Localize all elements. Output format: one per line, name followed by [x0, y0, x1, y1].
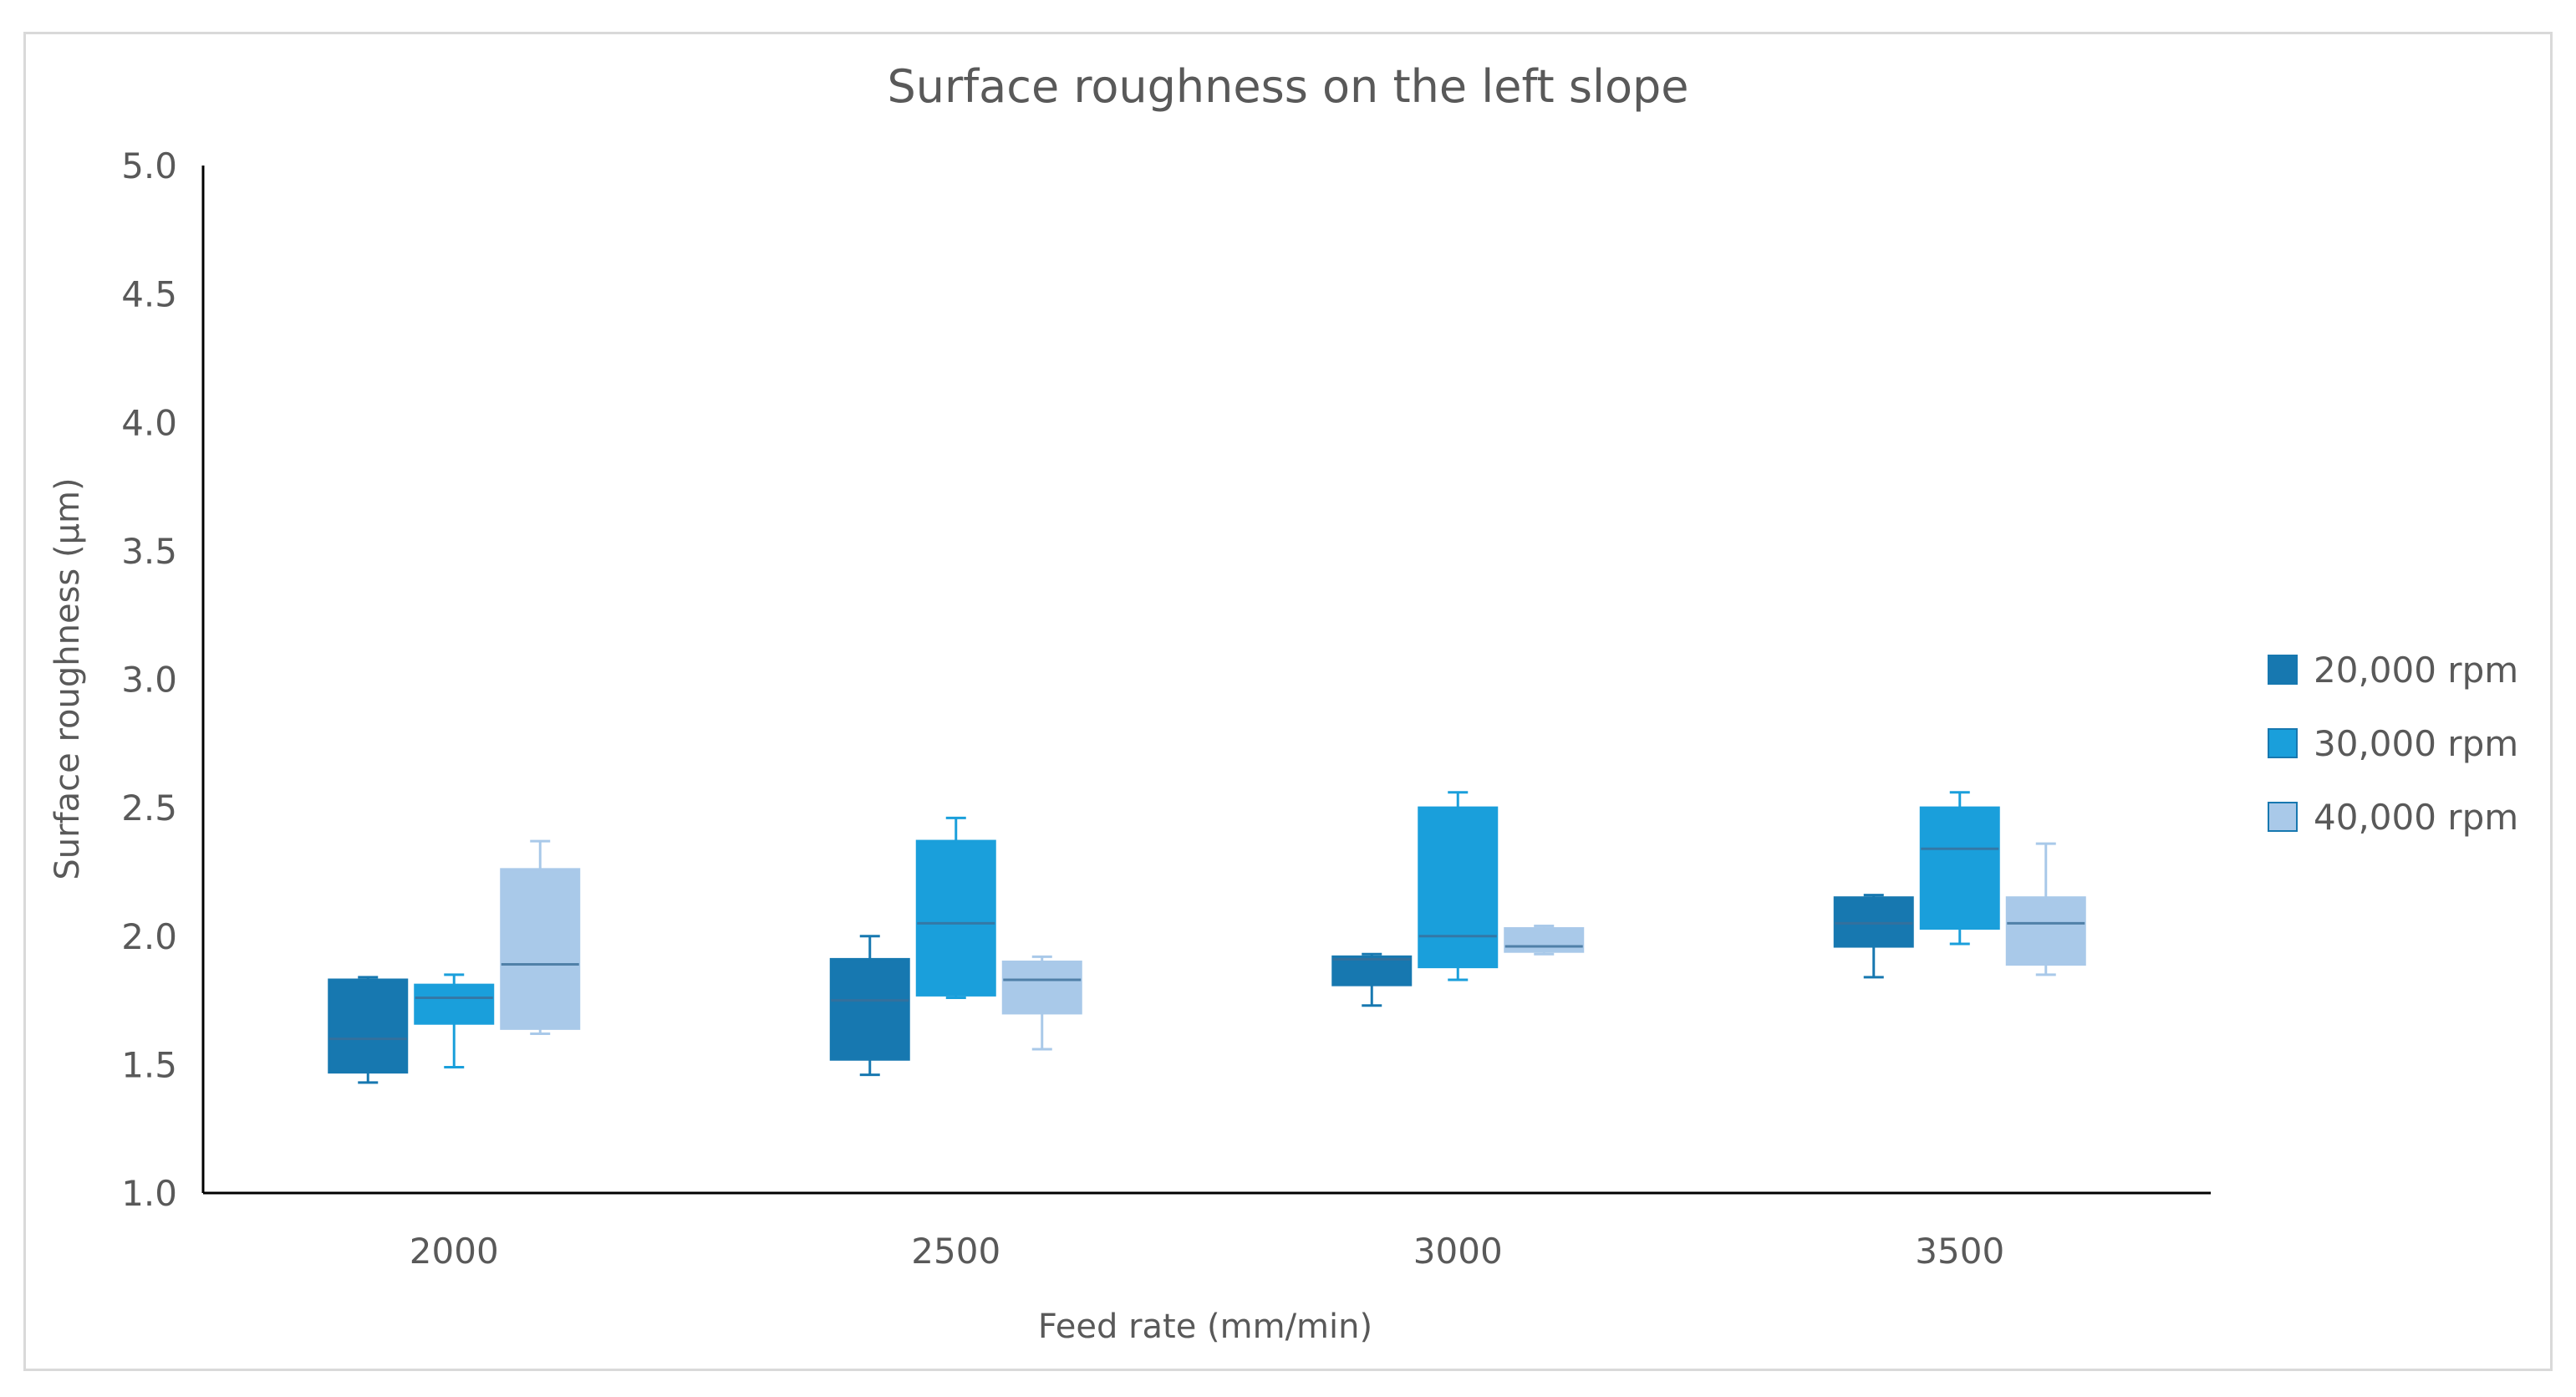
box-body: [1833, 896, 1914, 948]
box-body: [1504, 927, 1585, 953]
x-axis-label: Feed rate (mm/min): [1038, 1308, 1372, 1346]
box-body: [500, 868, 581, 1030]
box-body: [1418, 806, 1499, 969]
x-axis-ticks: 2000 2500 3000 3500: [410, 1231, 2004, 1272]
y-axis-label: Surface roughness (µm): [48, 477, 87, 879]
box-body: [328, 978, 409, 1074]
box-20000rpm-3500: [1833, 894, 1914, 979]
box-20000rpm-2000: [328, 976, 409, 1084]
chart-frame: [23, 32, 2553, 1371]
box-body: [414, 983, 495, 1025]
box-40000rpm-3500: [2005, 842, 2086, 976]
box-20000rpm-2500: [829, 935, 910, 1077]
box-body: [1331, 955, 1413, 987]
y-tick-label: 4.0: [121, 402, 177, 443]
box-40000rpm-2500: [1001, 955, 1082, 1051]
y-tick-label: 3.5: [121, 531, 177, 572]
box-40000rpm-3000: [1504, 924, 1585, 956]
box-30000rpm-3000: [1418, 791, 1499, 981]
x-tick-label: 2000: [410, 1231, 499, 1272]
box-body: [2005, 896, 2086, 966]
legend: 20,000 rpm 30,000 rpm 40,000 rpm: [2268, 650, 2518, 838]
box-body: [829, 957, 910, 1061]
box-40000rpm-2000: [500, 839, 581, 1036]
box-body: [1919, 806, 2000, 930]
legend-swatch: [2268, 728, 2298, 758]
y-tick-label: 2.5: [121, 788, 177, 829]
x-tick-label: 3000: [1413, 1231, 1503, 1272]
x-tick-label: 2500: [911, 1231, 1000, 1272]
legend-label: 30,000 rpm: [2314, 723, 2518, 764]
box-20000rpm-3000: [1331, 952, 1413, 1007]
y-tick-label: 1.5: [121, 1044, 177, 1085]
legend-label: 20,000 rpm: [2314, 650, 2518, 691]
y-axis-ticks: 1.0 1.5 2.0 2.5 3.0 3.5 4.0 4.5 5.0: [121, 145, 177, 1214]
box-30000rpm-2500: [915, 816, 996, 999]
y-tick-label: 4.5: [121, 274, 177, 315]
x-tick-label: 3500: [1915, 1231, 2004, 1272]
y-tick-label: 2.0: [121, 916, 177, 957]
box-30000rpm-2000: [414, 973, 495, 1068]
legend-swatch: [2268, 655, 2298, 685]
y-tick-label: 1.0: [121, 1173, 177, 1214]
y-tick-label: 3.0: [121, 660, 177, 701]
y-tick-label: 5.0: [121, 145, 177, 186]
legend-swatch: [2268, 802, 2298, 832]
box-series-group: [328, 791, 2086, 1084]
box-body: [915, 839, 996, 997]
legend-label: 40,000 rpm: [2314, 797, 2518, 838]
box-body: [1001, 960, 1082, 1015]
box-30000rpm-3500: [1919, 791, 2000, 946]
chart-title: Surface roughness on the left slope: [887, 60, 1688, 113]
